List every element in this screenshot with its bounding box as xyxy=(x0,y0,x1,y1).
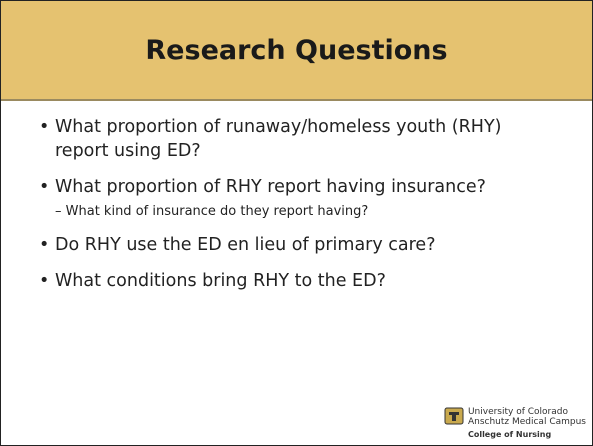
logo-line: University of Colorado xyxy=(467,407,568,417)
bullet: What proportion of runaway/homeless yout… xyxy=(39,115,552,163)
title: Research Questions xyxy=(145,34,448,66)
logo-line: College of Nursing xyxy=(467,430,552,439)
bullet: What conditions bring RHY to the ED? xyxy=(39,269,552,293)
logo-icon xyxy=(444,407,464,425)
bullet-text: What proportion of runaway/homeless yout… xyxy=(55,117,502,161)
bullet-list: What proportion of runaway/homeless yout… xyxy=(1,101,592,293)
bullet-text: What proportion of RHY report having ins… xyxy=(55,177,486,197)
sub-list: What kind of insurance do they report ha… xyxy=(55,203,552,221)
header: Research Questions xyxy=(1,1,592,101)
sub-bullet: What kind of insurance do they report ha… xyxy=(55,203,552,221)
bullet: What proportion of RHY report having ins… xyxy=(39,175,552,221)
logo: University of Colorado Anschutz Medical … xyxy=(444,407,586,439)
bullet: Do RHY use the ED en lieu of primary car… xyxy=(39,233,552,257)
bullet-text: Do RHY use the ED en lieu of primary car… xyxy=(55,235,436,255)
logo-text: University of Colorado Anschutz Medical … xyxy=(468,407,586,439)
bullet-text: What conditions bring RHY to the ED? xyxy=(55,271,386,291)
logo-line: Anschutz Medical Campus xyxy=(467,417,586,427)
